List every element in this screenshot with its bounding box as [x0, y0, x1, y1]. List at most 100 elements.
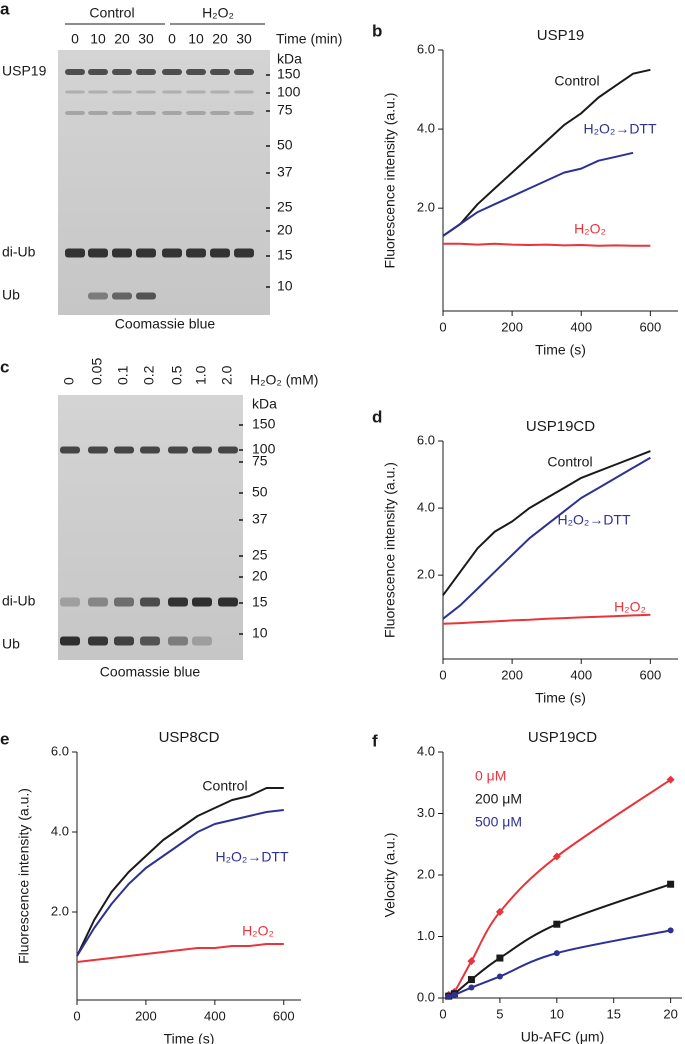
y-tick-label: 4.0: [417, 743, 435, 758]
lane-label: 10: [90, 31, 106, 47]
gel-band: [88, 90, 108, 94]
panel-letter: f: [372, 731, 378, 750]
gel-band: [192, 446, 212, 454]
gel-band: [112, 90, 132, 94]
y-tick-label: 4.0: [417, 500, 435, 515]
x-tick-label: 10: [550, 1006, 564, 1021]
gel-band: [65, 248, 85, 258]
gel-band: [186, 69, 206, 75]
gel-band: [114, 597, 134, 607]
gel-band: [162, 248, 182, 258]
marker-label: 20: [252, 568, 268, 584]
x-tick-label: 600: [640, 319, 662, 334]
chart-title: USP19CD: [526, 418, 595, 435]
series-line: [442, 450, 651, 596]
gel-band: [136, 111, 156, 115]
gel-band: [88, 597, 108, 607]
marker-label: 10: [252, 625, 268, 641]
y-tick-label: 2.0: [51, 903, 69, 918]
gel-band: [65, 111, 85, 115]
gel-band: [162, 111, 182, 115]
series-line: [443, 242, 651, 247]
point: [496, 973, 503, 980]
marker-title: kDa: [277, 51, 302, 67]
x-tick-label: 0: [439, 667, 446, 682]
y-tick-label: 2.0: [417, 866, 435, 881]
gel-band: [88, 636, 108, 646]
point: [467, 957, 476, 966]
lane-label: 0: [61, 377, 77, 385]
gel-band: [65, 69, 85, 75]
series-label: Control: [202, 778, 247, 794]
x-tick-label: 0: [439, 1006, 446, 1021]
gel-band: [140, 446, 160, 454]
x-tick-label: 600: [273, 1008, 295, 1023]
gel-band: [88, 292, 108, 300]
x-tick-label: 400: [570, 667, 592, 682]
gel-band: [136, 90, 156, 94]
gel-band: [234, 69, 254, 75]
gel-band: [168, 636, 188, 646]
marker-label: 100: [252, 441, 276, 457]
gel-caption: Coomassie blue: [115, 316, 216, 332]
gel-band: [112, 69, 132, 75]
series-label: H₂O₂: [614, 599, 646, 615]
lane-label: 0: [168, 31, 176, 47]
gel: [58, 50, 270, 315]
gel-band: [88, 248, 108, 258]
y-tick-label: 6.0: [417, 432, 435, 447]
x-tick-label: 0: [439, 319, 446, 334]
lane-label: 20: [114, 31, 130, 47]
gel-band: [234, 111, 254, 115]
x-tick-label: 5: [496, 1006, 503, 1021]
x-axis-label: Ub-AFC (μm): [521, 1029, 605, 1044]
marker-label: 50: [277, 137, 293, 153]
gel-band: [112, 292, 132, 300]
gel-band: [192, 597, 212, 607]
point: [468, 984, 475, 991]
gel-band: [192, 636, 212, 646]
gel-caption: Coomassie blue: [100, 664, 201, 680]
marker-label: 150: [277, 66, 301, 82]
y-tick-label: 4.0: [417, 121, 435, 136]
chart-title: USP19CD: [528, 729, 597, 746]
y-tick-label: 1.0: [417, 928, 435, 943]
band-label: di-Ub: [2, 593, 36, 609]
band-label: Ub: [2, 287, 20, 303]
gel-band: [140, 636, 160, 646]
gel-band: [60, 597, 80, 607]
marker-title: kDa: [252, 396, 277, 412]
y-axis-label: Fluorescence intensity (a.u.): [382, 93, 398, 269]
gel-band: [186, 111, 206, 115]
point: [451, 991, 458, 998]
gel-band: [88, 111, 108, 115]
gel-band: [112, 248, 132, 258]
y-tick-label: 3.0: [417, 805, 435, 820]
lane-label: 0.1: [115, 365, 131, 385]
marker-label: 75: [252, 453, 268, 469]
marker-label: 100: [277, 84, 301, 100]
x-tick-label: 200: [501, 667, 523, 682]
gel-band: [65, 90, 85, 94]
panel-letter: e: [0, 729, 9, 748]
gel-band: [112, 111, 132, 115]
group-label: Control: [89, 5, 134, 21]
series-label: H₂O₂: [574, 221, 606, 237]
lane-label: 1.0: [193, 365, 209, 385]
x-tick-label: 600: [640, 667, 662, 682]
series-label: H₂O₂→DTT: [215, 849, 289, 865]
point: [496, 954, 504, 962]
lane-label: 0.05: [89, 358, 105, 385]
gel-band: [210, 90, 230, 94]
y-tick-label: 6.0: [51, 743, 69, 758]
y-tick-label: 0.0: [417, 989, 435, 1004]
gel-band: [136, 292, 156, 300]
gel: [58, 395, 243, 660]
series-label: 200 μM: [475, 791, 522, 807]
gel-band: [218, 597, 238, 607]
gel-band: [168, 446, 188, 454]
marker-label: 37: [277, 164, 293, 180]
series-label: Control: [547, 454, 592, 470]
marker-label: 25: [277, 199, 293, 215]
